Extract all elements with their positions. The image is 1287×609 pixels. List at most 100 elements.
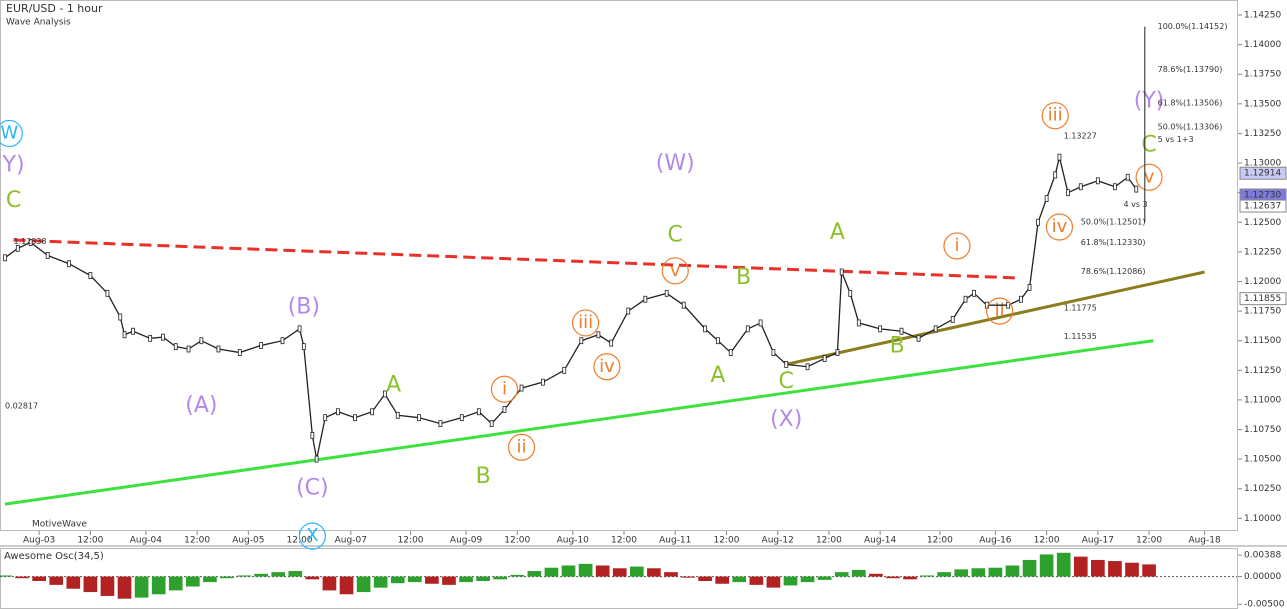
wave-circle (298, 522, 326, 550)
osc-bar (373, 576, 388, 588)
wave-label: C (668, 222, 683, 247)
price-candle (1044, 195, 1049, 202)
y-tick-label: 1.12250 (1244, 247, 1281, 257)
price-candle (122, 331, 127, 339)
price-candle (489, 420, 494, 428)
osc-bar (527, 571, 542, 577)
osc-bar (647, 568, 661, 577)
osc-bar (595, 565, 610, 577)
osc-bar (749, 576, 764, 585)
y-tick-label: 1.14000 (1244, 40, 1281, 50)
osc-bar (220, 576, 234, 579)
price-candle (148, 334, 153, 342)
footer: MotiveWave (32, 520, 87, 530)
price-candle (972, 289, 976, 297)
fib-label: 50.0%(1.12501) (1081, 218, 1146, 227)
x-tick-label: 12:00 (611, 536, 637, 546)
price-candle (237, 349, 242, 356)
osc-bar (544, 567, 559, 577)
price-candle (596, 331, 601, 339)
wave-label: C (6, 188, 21, 213)
price-candle (771, 349, 776, 356)
osc-bar (851, 569, 866, 577)
price-candle (745, 325, 750, 333)
osc-bar (732, 576, 747, 583)
price-candle (728, 349, 733, 356)
wave-label: i (502, 378, 507, 399)
wave-circle (507, 433, 536, 461)
osc-tick-label: 0.00000 (1244, 572, 1281, 582)
wave-circle (1135, 163, 1163, 191)
fib-label: 1.11775 (1064, 304, 1097, 313)
osc-bar (681, 576, 695, 578)
price-candle (45, 252, 50, 259)
price-candle (805, 363, 810, 371)
osc-bar (1108, 561, 1122, 577)
price-candle (703, 325, 708, 333)
chart-subtitle: Wave Analysis (6, 18, 71, 28)
x-tick-label: Aug-04 (130, 536, 163, 546)
wave-circle (1041, 102, 1069, 130)
wave-circle (1045, 213, 1074, 241)
wave-label: B (476, 464, 491, 489)
wave-label: i (954, 235, 959, 256)
y-tick-label: 1.11000 (1244, 395, 1281, 405)
osc-bar (288, 571, 303, 577)
y-tick-label: 1.10500 (1244, 455, 1281, 465)
price-candle (822, 355, 827, 362)
fib-label: 5 vs 1+3 (1158, 135, 1194, 144)
fib-label: 0.02817 (5, 401, 38, 410)
osc-bar (1056, 552, 1071, 577)
osc-bar (988, 567, 1003, 577)
osc-tick-label: 0.00388 (1244, 551, 1281, 561)
osc-bar (834, 572, 849, 577)
osc-bar (920, 575, 934, 577)
price-candle (297, 325, 302, 333)
wave-label: A (710, 363, 725, 388)
osc-bar (869, 573, 883, 577)
price-candle (336, 408, 340, 416)
price-candle (1113, 183, 1117, 191)
fib-label: 61.8%(1.13506) (1158, 99, 1223, 108)
price-candle (28, 239, 33, 246)
x-tick-label: Aug-12 (762, 536, 794, 546)
price-candle (383, 390, 387, 398)
osc-bar (817, 576, 832, 580)
x-tick-label: Aug-09 (450, 536, 483, 546)
price-candle (259, 342, 264, 349)
osc-bar (134, 576, 149, 598)
price-candle (519, 384, 524, 392)
price-candle (643, 295, 648, 303)
wave-label: A (830, 220, 845, 245)
wave-circle (943, 232, 971, 260)
price-candle (314, 455, 319, 463)
price-candle (1134, 185, 1139, 193)
price-candle (3, 254, 7, 262)
osc-bar (1125, 562, 1139, 577)
osc-bar (1039, 554, 1054, 577)
osc-bar (151, 576, 166, 595)
fib-label: 1.13227 (1064, 132, 1097, 141)
y-tick-label: 1.11250 (1244, 366, 1281, 376)
osc-bar (425, 576, 439, 584)
wave-label: C (779, 369, 794, 394)
osc-bar (1142, 564, 1156, 577)
price-candle (1006, 301, 1011, 309)
y-tick-label: 1.10000 (1244, 514, 1281, 524)
wave-label: C (1141, 132, 1156, 157)
x-tick-label: Aug-16 (979, 536, 1012, 546)
osc-bar (1073, 556, 1088, 577)
osc-bar (442, 576, 456, 585)
price-candle (963, 295, 968, 303)
x-tick-label: Aug-11 (659, 536, 691, 546)
fib-label: 1.11535 (1064, 332, 1097, 341)
osc-bar (339, 576, 354, 595)
price-marker (1239, 292, 1287, 306)
y-tick-label: 1.10750 (1244, 425, 1281, 435)
y-tick-label: 1.13250 (1244, 129, 1281, 139)
fib-label: 50.0%(1.13306) (1158, 122, 1223, 131)
osc-bar (937, 572, 952, 577)
price-candle (540, 378, 545, 386)
price-candle (1019, 295, 1023, 303)
